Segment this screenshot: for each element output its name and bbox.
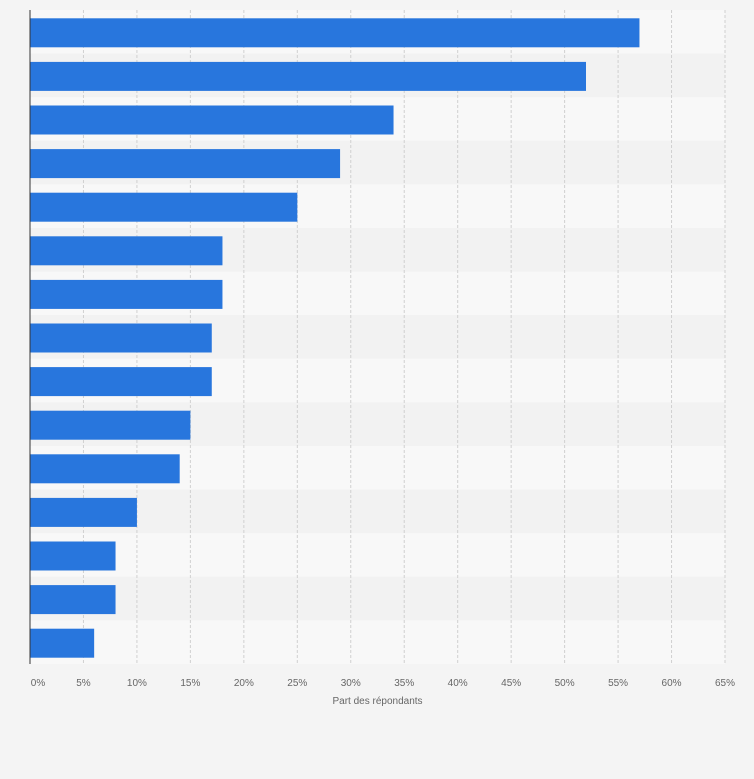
x-tick-label: 5% — [76, 678, 91, 689]
bar[interactable] — [30, 192, 298, 222]
x-tick-label: 20% — [234, 678, 254, 689]
x-tick-labels: 0% 5% 10% 15% 20% 25% 30% 35% 40% 45% 50% 55% 60% 65% — [31, 678, 735, 689]
x-tick-label: 50% — [555, 678, 575, 689]
x-tick-label: 60% — [662, 678, 682, 689]
bar[interactable] — [30, 628, 95, 658]
bar[interactable] — [30, 149, 341, 179]
x-tick-label: 65% — [715, 678, 735, 689]
row-band — [30, 533, 725, 577]
x-tick-label: 0% — [31, 678, 46, 689]
row-band — [30, 576, 725, 621]
row-band — [30, 489, 725, 534]
x-tick-label: 55% — [608, 678, 628, 689]
x-tick-label: 30% — [341, 678, 361, 689]
bars — [30, 18, 640, 658]
x-tick-label: 40% — [448, 678, 468, 689]
bar[interactable] — [30, 367, 212, 397]
x-tick-label: 35% — [394, 678, 414, 689]
bar[interactable] — [30, 410, 191, 440]
x-tick-label: 10% — [127, 678, 147, 689]
bar[interactable] — [30, 236, 223, 266]
x-tick-label: 25% — [287, 678, 307, 689]
bar[interactable] — [30, 279, 223, 309]
bar[interactable] — [30, 585, 116, 615]
bar[interactable] — [30, 18, 640, 48]
bar[interactable] — [30, 541, 116, 571]
x-tick-label: 45% — [501, 678, 521, 689]
row-band — [30, 620, 725, 664]
x-tick-label: 15% — [180, 678, 200, 689]
x-axis-title: Part des répondants — [332, 696, 422, 707]
bar[interactable] — [30, 105, 394, 135]
bar[interactable] — [30, 497, 137, 527]
bar[interactable] — [30, 61, 586, 91]
bar[interactable] — [30, 454, 180, 484]
bar[interactable] — [30, 323, 212, 353]
